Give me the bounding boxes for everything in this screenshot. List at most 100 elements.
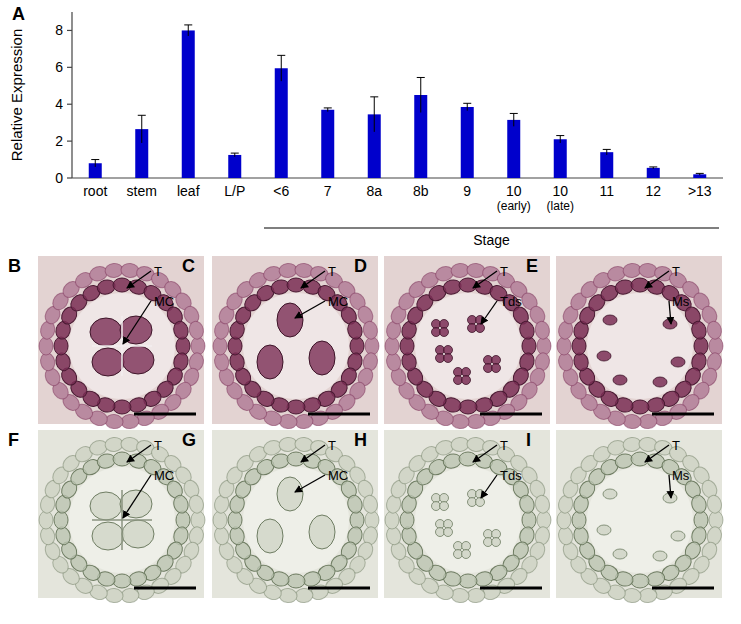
scale-bar: [480, 587, 542, 590]
annotation-bracket: [264, 227, 719, 228]
microspore: [663, 493, 677, 503]
meiocyte: [309, 515, 335, 549]
bar: [275, 68, 288, 178]
panel-letter: D: [354, 256, 367, 276]
outer-cell: [213, 337, 227, 355]
error-stem: [141, 115, 142, 143]
structure-label: MC: [154, 468, 174, 483]
bar: [182, 30, 195, 178]
label-arrow: [481, 301, 497, 324]
tapetum-cell: [113, 574, 131, 588]
x-tick-label-line: 10: [552, 183, 568, 199]
label-arrow: [301, 445, 325, 462]
outer-cell: [213, 511, 227, 529]
outer-cell: [706, 320, 723, 341]
error-bar: [463, 103, 471, 110]
tapetum-cell: [522, 337, 536, 355]
y-axis-line: [71, 12, 72, 178]
x-tick-label-line: 10: [506, 183, 522, 199]
label-arrow: [127, 271, 151, 288]
micrograph: FTMC: [8, 430, 205, 603]
microspore: [603, 489, 617, 499]
error-bar: [510, 113, 518, 126]
x-tick-label-line: 8a: [366, 183, 382, 199]
structure-label: T: [500, 264, 508, 279]
error-cap: [231, 153, 239, 154]
x-tick-label-line: 11: [599, 183, 614, 199]
x-axis-line: [72, 177, 723, 178]
tapetum-cell: [631, 574, 649, 588]
x-tick-label: L/P: [224, 183, 245, 199]
tetrad-cell: [492, 538, 501, 547]
x-tick-label-line: 8b: [413, 183, 429, 199]
outer-cell: [365, 511, 379, 529]
x-tick-label: 11: [599, 183, 614, 199]
figure: ARelative Expression02468rootstemleafL/P…: [0, 0, 741, 624]
label-arrow: [123, 301, 151, 344]
microspore: [613, 375, 627, 385]
microspore: [653, 551, 667, 561]
error-stem: [420, 77, 421, 112]
micrograph: ETMs: [526, 256, 723, 429]
locule: [243, 467, 349, 573]
microspore: [671, 531, 685, 541]
tapetum-cell: [172, 320, 190, 341]
locule: [243, 293, 349, 399]
tapetum-cell: [694, 511, 708, 529]
outer-cell: [39, 511, 53, 529]
outer-cell: [557, 511, 571, 529]
x-tick-label: 9: [463, 183, 471, 199]
tapetum-cell: [346, 494, 364, 515]
tetrad-cell: [444, 528, 453, 537]
error-bar: [184, 25, 192, 36]
structure-label: T: [328, 438, 336, 453]
locule: [69, 293, 175, 399]
y-tick: [67, 104, 72, 105]
error-stem: [606, 149, 607, 155]
outer-cell: [385, 511, 399, 529]
error-cap: [463, 103, 471, 104]
bar: [554, 139, 567, 178]
x-tick-label: stem: [127, 183, 157, 199]
structure-label: MC: [328, 294, 348, 309]
error-bar: [696, 173, 704, 175]
tapetum-cell: [113, 400, 131, 414]
meiocyte: [122, 520, 154, 548]
tapetum-cell: [572, 511, 586, 529]
error-cap: [184, 24, 192, 25]
label-arrow: [669, 475, 671, 498]
outer-cell: [365, 337, 379, 355]
bars: [89, 25, 707, 178]
meiocyte: [92, 348, 124, 376]
structure-label: T: [154, 438, 162, 453]
tapetum-cell: [459, 400, 477, 414]
panel-letter: E: [526, 256, 538, 276]
micrograph-background: [38, 256, 204, 424]
tapetum-cell: [518, 320, 536, 341]
micrograph: BTMC: [8, 256, 205, 429]
tapetum-cell: [459, 278, 477, 292]
outer-cell: [39, 337, 53, 355]
micrograph-background: [384, 256, 550, 424]
x-tick-label-line: leaf: [177, 183, 200, 199]
tapetum-cell: [631, 452, 649, 466]
outer-cell: [557, 337, 571, 355]
outer-cell: [706, 494, 723, 515]
microspore: [597, 351, 611, 361]
x-tick-label-line: root: [83, 183, 107, 199]
error-stem: [374, 97, 375, 132]
tapetum-cell: [287, 452, 305, 466]
y-tick-label: 8: [55, 22, 63, 38]
error-cap: [696, 173, 704, 174]
outer-cell: [191, 511, 205, 529]
micrograph: ITMs: [526, 430, 723, 603]
tetrad-cell: [440, 502, 449, 511]
tapetum-cell: [350, 337, 364, 355]
error-bar: [231, 153, 239, 157]
x-tick-label: 12: [645, 183, 661, 199]
microspore: [603, 315, 617, 325]
scale-bar: [652, 587, 714, 590]
x-tick-label: 10(early): [497, 183, 531, 213]
x-tick-label: 8b: [413, 183, 429, 199]
error-cap: [603, 149, 611, 150]
